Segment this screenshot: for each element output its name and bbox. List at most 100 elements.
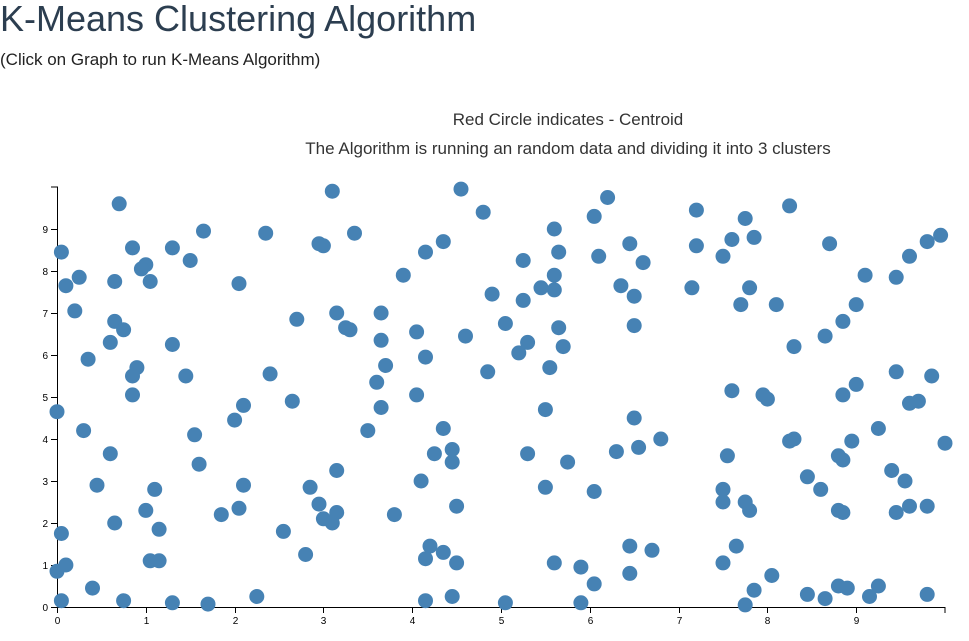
data-point[interactable] xyxy=(573,559,589,575)
data-point[interactable] xyxy=(53,593,69,609)
data-point[interactable] xyxy=(515,253,531,268)
data-point[interactable] xyxy=(111,196,127,212)
data-point[interactable] xyxy=(164,337,180,352)
data-point[interactable] xyxy=(746,582,762,598)
data-point[interactable] xyxy=(848,297,864,313)
data-point[interactable] xyxy=(511,345,527,361)
data-point[interactable] xyxy=(768,297,784,313)
data-point[interactable] xyxy=(435,544,451,560)
data-point[interactable] xyxy=(107,274,123,289)
data-point[interactable] xyxy=(497,595,513,611)
data-point[interactable] xyxy=(622,565,638,581)
data-point[interactable] xyxy=(684,280,700,296)
data-point[interactable] xyxy=(324,515,340,531)
data-point[interactable] xyxy=(413,473,429,489)
data-point[interactable] xyxy=(799,586,815,602)
data-point[interactable] xyxy=(324,183,340,199)
data-point[interactable] xyxy=(67,303,83,319)
data-point[interactable] xyxy=(862,589,877,604)
data-point[interactable] xyxy=(178,368,194,384)
data-point[interactable] xyxy=(133,261,149,277)
data-point[interactable] xyxy=(444,442,460,457)
data-point[interactable] xyxy=(80,351,96,367)
data-point[interactable] xyxy=(737,211,753,226)
data-point[interactable] xyxy=(560,454,576,470)
data-point[interactable] xyxy=(262,366,278,382)
data-point[interactable] xyxy=(613,278,629,294)
data-point[interactable] xyxy=(418,551,433,567)
data-point[interactable] xyxy=(49,404,65,420)
data-point[interactable] xyxy=(546,555,562,571)
data-point[interactable] xyxy=(724,232,740,247)
data-point[interactable] xyxy=(444,589,460,604)
plot-area[interactable] xyxy=(57,187,945,607)
data-point[interactable] xyxy=(444,454,460,470)
data-point[interactable] xyxy=(71,269,87,285)
data-point[interactable] xyxy=(933,227,949,243)
data-point[interactable] xyxy=(151,553,167,569)
data-point[interactable] xyxy=(315,238,331,254)
data-point[interactable] xyxy=(475,204,491,220)
data-point[interactable] xyxy=(275,523,291,539)
data-point[interactable] xyxy=(897,473,913,489)
data-point[interactable] xyxy=(49,563,65,579)
data-point[interactable] xyxy=(302,479,318,495)
data-point[interactable] xyxy=(715,248,731,264)
data-point[interactable] xyxy=(546,267,562,283)
data-point[interactable] xyxy=(688,202,704,218)
data-points[interactable] xyxy=(49,181,953,613)
data-point[interactable] xyxy=(835,452,851,468)
data-point[interactable] xyxy=(644,542,660,558)
data-point[interactable] xyxy=(537,402,553,418)
data-point[interactable] xyxy=(813,481,829,497)
data-point[interactable] xyxy=(551,320,567,336)
data-point[interactable] xyxy=(870,421,886,436)
data-point[interactable] xyxy=(715,481,731,497)
data-point[interactable] xyxy=(884,463,900,478)
data-point[interactable] xyxy=(551,244,567,260)
data-point[interactable] xyxy=(116,593,132,609)
data-point[interactable] xyxy=(53,526,69,541)
data-point[interactable] xyxy=(786,431,802,447)
data-point[interactable] xyxy=(289,311,305,327)
data-point[interactable] xyxy=(782,198,798,214)
data-point[interactable] xyxy=(626,288,642,304)
data-point[interactable] xyxy=(395,267,411,283)
data-point[interactable] xyxy=(631,439,647,455)
data-point[interactable] xyxy=(724,383,740,399)
data-point[interactable] xyxy=(164,595,180,611)
data-point[interactable] xyxy=(249,589,265,604)
data-point[interactable] xyxy=(857,267,873,283)
data-point[interactable] xyxy=(329,463,345,478)
data-point[interactable] xyxy=(653,431,669,447)
data-point[interactable] xyxy=(737,597,753,613)
data-point[interactable] xyxy=(422,538,438,554)
data-point[interactable] xyxy=(848,376,864,392)
data-point[interactable] xyxy=(182,253,198,268)
data-point[interactable] xyxy=(116,322,132,338)
data-point[interactable] xyxy=(373,332,389,348)
data-point[interactable] xyxy=(373,400,389,415)
data-point[interactable] xyxy=(227,412,243,428)
data-point[interactable] xyxy=(626,318,642,334)
data-point[interactable] xyxy=(347,225,362,241)
data-point[interactable] xyxy=(542,360,558,376)
data-point[interactable] xyxy=(546,221,562,237)
data-point[interactable] xyxy=(449,498,465,514)
data-point[interactable] xyxy=(799,469,815,485)
data-point[interactable] xyxy=(742,280,758,296)
data-point[interactable] xyxy=(480,364,496,380)
data-point[interactable] xyxy=(196,223,211,239)
data-point[interactable] xyxy=(151,521,167,537)
data-point[interactable] xyxy=(409,387,425,403)
data-point[interactable] xyxy=(231,276,247,292)
data-point[interactable] xyxy=(888,269,904,285)
data-point[interactable] xyxy=(622,538,638,554)
data-point[interactable] xyxy=(142,274,158,289)
data-point[interactable] xyxy=(764,568,780,583)
data-point[interactable] xyxy=(919,234,935,250)
data-point[interactable] xyxy=(138,502,154,518)
data-point[interactable] xyxy=(236,397,251,413)
data-point[interactable] xyxy=(213,507,229,523)
